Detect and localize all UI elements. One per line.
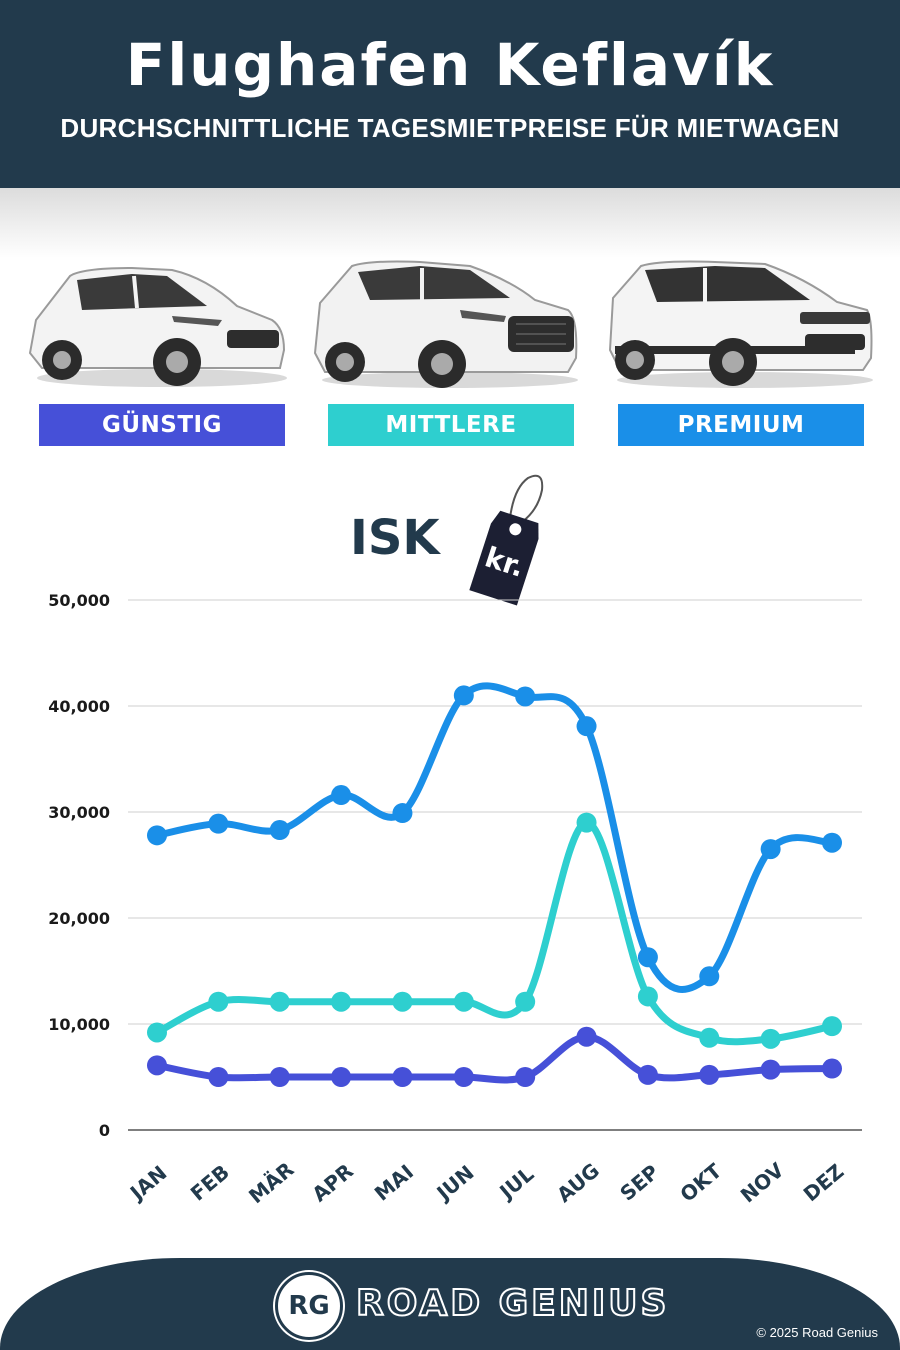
x-tick-label: JUN — [431, 1160, 479, 1206]
category-badge-mittlere: MITTLERE — [328, 404, 574, 446]
data-point-mittlere — [576, 812, 597, 833]
data-point-mittlere — [208, 991, 229, 1012]
luxury-suv-car-icon — [605, 258, 875, 393]
data-point-mittlere — [331, 991, 352, 1012]
data-point-mittlere — [822, 1016, 842, 1037]
data-point-gnstig — [331, 1067, 352, 1087]
y-tick-label: 0 — [99, 1121, 110, 1140]
data-point-gnstig — [147, 1055, 167, 1076]
suv-car-icon — [310, 258, 580, 393]
x-tick-label: JAN — [124, 1161, 171, 1206]
data-point-gnstig — [208, 1067, 229, 1087]
brand-name: ROAD GENIUS — [355, 1282, 670, 1325]
data-point-gnstig — [453, 1067, 474, 1087]
data-point-gnstig — [269, 1067, 290, 1087]
x-tick-label: MÄR — [244, 1157, 298, 1208]
y-tick-label: 20,000 — [48, 909, 110, 928]
copyright-text: © 2025 Road Genius — [756, 1325, 878, 1340]
y-tick-label: 40,000 — [48, 697, 110, 716]
category-badge-guenstig: GÜNSTIG — [39, 404, 285, 446]
data-point-mittlere — [637, 986, 658, 1007]
data-point-gnstig — [760, 1059, 781, 1080]
data-point-mittlere — [269, 991, 290, 1012]
page-subtitle: DURCHSCHNITTLICHE TAGESMIETPREISE FÜR MI… — [60, 113, 840, 143]
data-point-mittlere — [147, 1022, 167, 1043]
data-point-mittlere — [392, 991, 413, 1012]
category-badge-premium: PREMIUM — [618, 404, 864, 446]
data-point-premium — [208, 813, 229, 834]
data-point-gnstig — [515, 1067, 536, 1087]
hatchback-car-icon — [22, 258, 292, 393]
x-tick-label: JUL — [493, 1162, 538, 1205]
line-chart: 0 10,000 20,000 30,000 40,000 50,000 JAN FEB MÄ… — [48, 591, 862, 1208]
data-point-gnstig — [392, 1067, 413, 1087]
data-point-premium — [699, 966, 720, 987]
x-tick-label: FEB — [186, 1160, 234, 1206]
data-point-premium — [760, 839, 781, 860]
x-tick-label: SEP — [615, 1160, 663, 1206]
footer: RG ROAD GENIUS © 2025 Road Genius — [0, 1258, 900, 1350]
data-point-mittlere — [760, 1028, 781, 1049]
x-tick-label: NOV — [736, 1157, 789, 1207]
data-point-gnstig — [699, 1064, 720, 1085]
currency-label: ISK — [350, 510, 440, 566]
data-point-premium — [453, 685, 474, 706]
data-point-premium — [576, 716, 597, 737]
data-point-mittlere — [515, 991, 536, 1012]
data-point-premium — [331, 785, 352, 806]
x-tick-label: APR — [307, 1159, 357, 1207]
header-shadow — [0, 188, 900, 258]
data-point-mittlere — [453, 991, 474, 1012]
price-tag-icon: kr. — [469, 474, 544, 606]
data-point-gnstig — [576, 1026, 597, 1047]
x-tick-label: MAI — [370, 1160, 418, 1206]
data-point-mittlere — [699, 1027, 720, 1048]
x-tick-label: OKT — [675, 1158, 726, 1206]
data-point-premium — [147, 825, 167, 846]
data-point-premium — [515, 686, 536, 707]
series-line-premium — [153, 682, 836, 993]
page-title: Flughafen Keflavík — [125, 31, 775, 99]
data-point-premium — [637, 947, 658, 968]
y-tick-label: 10,000 — [48, 1015, 110, 1034]
brand-logo-icon: RG — [275, 1272, 343, 1340]
y-tick-label: 30,000 — [48, 803, 110, 822]
y-tick-label: 50,000 — [48, 591, 110, 610]
data-point-gnstig — [822, 1058, 842, 1079]
x-tick-label: DEZ — [799, 1159, 849, 1206]
data-point-premium — [392, 803, 413, 824]
data-point-premium — [269, 820, 290, 841]
data-point-gnstig — [637, 1064, 658, 1085]
data-point-premium — [822, 832, 842, 853]
header: Flughafen Keflavík DURCHSCHNITTLICHE TAG… — [0, 0, 900, 188]
x-tick-label: AUG — [552, 1158, 604, 1207]
